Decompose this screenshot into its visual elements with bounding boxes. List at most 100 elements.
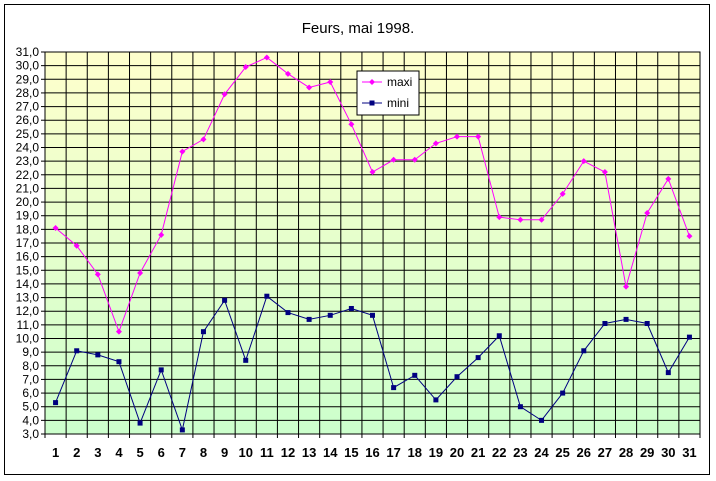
x-tick-label: 5 — [136, 445, 143, 460]
y-tick-label: 18,0 — [16, 222, 40, 236]
legend-label: mini — [387, 96, 409, 110]
x-tick-label: 20 — [450, 445, 464, 460]
data-point-mini — [412, 372, 418, 378]
data-point-mini — [454, 374, 460, 380]
data-point-maxi — [200, 136, 207, 143]
data-point-mini — [433, 397, 439, 403]
x-tick-label: 26 — [577, 445, 591, 460]
x-tick-label: 27 — [598, 445, 612, 460]
y-axis-tick-labels: 3,04,05,06,07,08,09,010,011,012,013,014,… — [16, 45, 40, 441]
data-point-maxi — [115, 328, 122, 335]
data-point-mini — [74, 348, 80, 354]
chart-title: Feurs, mai 1998. — [302, 20, 415, 37]
data-point-maxi — [390, 156, 397, 163]
y-tick-label: 29,0 — [16, 72, 40, 86]
data-point-maxi — [221, 91, 228, 98]
legend-label: maxi — [387, 75, 412, 89]
y-tick-label: 8,0 — [22, 359, 39, 373]
data-point-maxi — [327, 79, 334, 86]
data-point-mini — [222, 297, 228, 303]
data-point-mini — [665, 370, 671, 376]
data-point-maxi — [686, 233, 693, 240]
x-tick-label: 16 — [365, 445, 379, 460]
y-tick-label: 9,0 — [22, 345, 39, 359]
x-tick-label: 4 — [115, 445, 123, 460]
x-tick-label: 18 — [408, 445, 422, 460]
vertical-gridlines — [44, 52, 701, 438]
data-point-mini — [539, 417, 545, 423]
data-point-mini — [686, 334, 692, 340]
x-tick-label: 7 — [179, 445, 186, 460]
data-point-maxi — [52, 224, 59, 231]
data-point-maxi — [73, 242, 80, 249]
data-point-maxi — [580, 158, 587, 165]
data-point-maxi — [179, 148, 186, 155]
series-maxi — [52, 54, 693, 335]
data-point-mini — [475, 355, 481, 361]
y-tick-label: 23,0 — [16, 154, 40, 168]
data-point-mini — [264, 293, 270, 299]
data-point-maxi — [496, 214, 503, 221]
data-point-mini — [348, 305, 354, 311]
y-tick-label: 27,0 — [16, 100, 40, 114]
data-point-maxi — [665, 175, 672, 182]
data-point-maxi — [454, 133, 461, 140]
x-tick-label: 6 — [158, 445, 165, 460]
x-tick-label: 17 — [386, 445, 400, 460]
x-tick-label: 13 — [302, 445, 316, 460]
legend-item-maxi: maxi — [362, 75, 412, 89]
x-tick-label: 8 — [200, 445, 207, 460]
x-tick-label: 14 — [323, 445, 338, 460]
y-tick-label: 5,0 — [22, 400, 39, 414]
horizontal-gridlines — [41, 51, 700, 435]
x-tick-label: 21 — [471, 445, 485, 460]
data-point-maxi — [158, 231, 165, 238]
legend-swatch-marker — [369, 100, 375, 106]
x-tick-label: 9 — [221, 445, 228, 460]
y-tick-label: 14,0 — [16, 277, 40, 291]
series-layer — [52, 54, 693, 433]
y-tick-label: 28,0 — [16, 86, 40, 100]
x-tick-label: 10 — [238, 445, 252, 460]
legend-box — [356, 70, 420, 116]
data-point-maxi — [284, 70, 291, 77]
y-tick-label: 15,0 — [16, 263, 40, 277]
data-point-maxi — [94, 271, 101, 278]
x-tick-label: 24 — [534, 445, 549, 460]
data-point-mini — [243, 357, 249, 363]
series-mini — [53, 293, 692, 433]
data-point-maxi — [411, 156, 418, 163]
x-tick-label: 1 — [52, 445, 59, 460]
data-point-mini — [560, 390, 566, 396]
data-point-mini — [327, 312, 333, 318]
data-point-mini — [391, 385, 397, 391]
x-tick-label: 15 — [344, 445, 358, 460]
x-tick-label: 11 — [260, 445, 274, 460]
x-tick-label: 19 — [429, 445, 443, 460]
legend: maxi mini — [356, 70, 420, 116]
data-point-mini — [53, 400, 59, 406]
legend-item-mini: mini — [362, 96, 409, 110]
data-point-maxi — [432, 140, 439, 147]
data-point-maxi — [644, 209, 651, 216]
y-tick-label: 21,0 — [16, 181, 40, 195]
x-tick-label: 28 — [619, 445, 633, 460]
data-point-mini — [623, 316, 629, 322]
x-tick-label: 2 — [73, 445, 80, 460]
y-tick-label: 11,0 — [17, 318, 40, 332]
data-point-mini — [200, 329, 206, 335]
x-tick-label: 12 — [281, 445, 295, 460]
x-tick-label: 30 — [661, 445, 675, 460]
y-tick-label: 25,0 — [16, 127, 40, 141]
data-point-maxi — [475, 133, 482, 140]
data-point-mini — [644, 320, 650, 326]
y-tick-label: 17,0 — [16, 236, 40, 250]
x-tick-label: 31 — [682, 445, 696, 460]
data-point-maxi — [242, 64, 249, 71]
data-point-mini — [370, 312, 375, 318]
y-tick-label: 16,0 — [16, 250, 40, 264]
y-tick-label: 12,0 — [16, 304, 40, 318]
data-point-maxi — [601, 169, 608, 176]
legend-items: maxi mini — [362, 75, 412, 110]
